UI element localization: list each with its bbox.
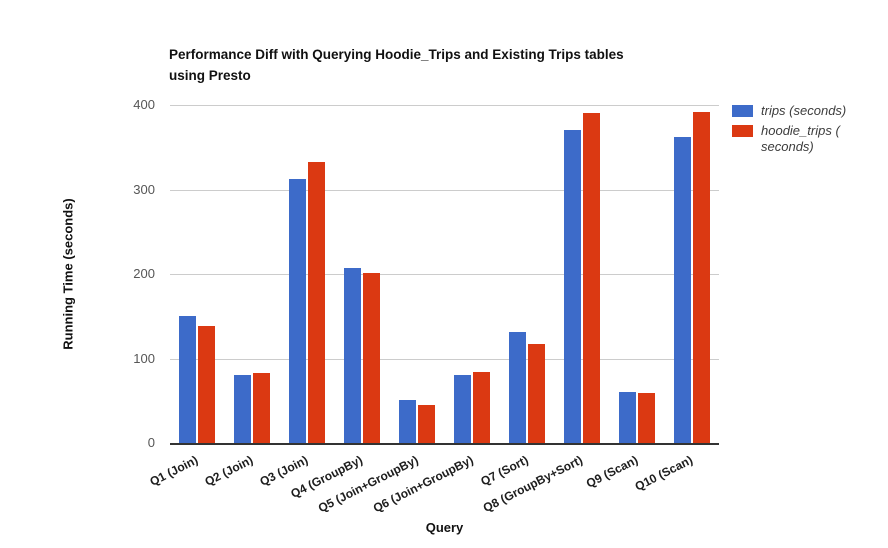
bar-trips-q10 (673, 137, 691, 443)
legend-item-hoodie_trips: hoodie_trips ( seconds) (732, 123, 882, 155)
bar-trips-q8 (563, 130, 581, 443)
bar-trips-q6 (453, 375, 471, 443)
x-axis-labels: Q1 (Join) Q2 (Join) Q3 (Join) Q4 (GroupBy) Q… (148, 450, 719, 516)
bar-group-q8 (554, 113, 609, 443)
x-axis-label-q5: Q5 (Join+GroupBy) (315, 452, 421, 516)
x-axis-label-q10: Q10 (Scan) (632, 452, 695, 494)
y-tick-label-0: 0 (147, 435, 155, 450)
legend: trips (seconds) hoodie_trips ( seconds) (732, 103, 882, 159)
bar-hoodie_trips-q3 (308, 162, 326, 443)
plot-area (170, 105, 719, 445)
bar-group-q7 (499, 332, 554, 443)
x-axis-label-q2: Q2 (Join) (202, 452, 256, 489)
bar-group-q2 (225, 372, 280, 443)
x-axis-title: Query (425, 520, 464, 535)
bar-group-q10 (664, 111, 719, 443)
gridline-300 (170, 189, 719, 191)
y-tick-label-100: 100 (133, 350, 155, 366)
bar-hoodie_trips-q10 (692, 111, 710, 443)
bar-trips-q2 (234, 375, 252, 443)
bar-group-q5 (390, 399, 445, 443)
legend-label-trips: trips (seconds) (761, 103, 847, 118)
bar-hoodie_trips-q7 (527, 344, 545, 443)
bar-group-q6 (445, 372, 500, 443)
bar-hoodie_trips-q8 (582, 113, 600, 443)
bar-hoodie_trips-q1 (198, 326, 216, 443)
bar-group-q9 (609, 392, 664, 443)
chart-title-line2: using Presto (169, 68, 251, 83)
legend-swatch-hoodie_trips (732, 125, 753, 137)
bar-trips-q1 (179, 316, 197, 443)
bar-group-q4 (335, 268, 390, 443)
legend-item-trips: trips (seconds) (732, 103, 882, 119)
bar-hoodie_trips-q2 (253, 372, 271, 443)
legend-swatch-trips (732, 105, 753, 117)
bar-hoodie_trips-q6 (472, 372, 490, 443)
x-axis-label-q9: Q9 (Scan) (583, 452, 640, 491)
bar-group-q1 (170, 316, 225, 443)
bar-trips-q5 (399, 399, 417, 443)
bar-trips-q4 (344, 268, 362, 443)
bar-group-q3 (280, 162, 335, 443)
bar-trips-q9 (618, 392, 636, 443)
y-tick-label-300: 300 (133, 181, 155, 197)
bar-trips-q7 (508, 332, 526, 443)
x-axis-label-q1: Q1 (Join) (147, 452, 201, 489)
bar-trips-q3 (289, 178, 307, 443)
chart-title-line1: Performance Diff with Querying Hoodie_Tr… (169, 47, 624, 62)
bar-hoodie_trips-q9 (637, 393, 655, 443)
legend-label-hoodie_trips: hoodie_trips ( seconds) (761, 123, 840, 154)
x-axis-label-q6: Q6 (Join+GroupBy) (370, 452, 476, 516)
bar-groups (170, 105, 719, 443)
chart-title: Performance Diff with Querying Hoodie_Tr… (169, 44, 709, 86)
gridline-200 (170, 274, 719, 275)
y-tick-label-200: 200 (133, 266, 155, 281)
bar-hoodie_trips-q5 (418, 404, 436, 443)
gridline-400 (170, 105, 719, 106)
gridline-100 (170, 358, 719, 360)
y-tick-label-400: 400 (133, 97, 155, 112)
x-axis-label-q8: Q8 (GroupBy+Sort) (480, 452, 585, 516)
bar-hoodie_trips-q4 (363, 273, 381, 443)
